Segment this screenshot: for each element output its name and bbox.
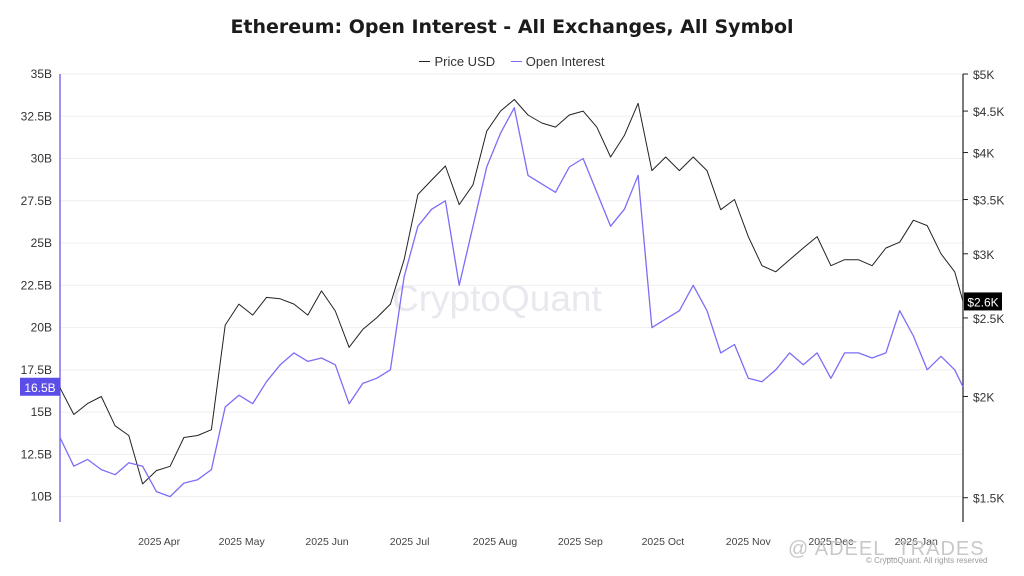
legend-item-price[interactable]: Price USD (419, 54, 495, 69)
chart-legend: Price USD Open Interest (0, 50, 1024, 69)
x-tick-label: 2025 Jul (390, 536, 430, 548)
right-tick-label: $4K (973, 147, 994, 161)
left-tick-label: 35B (31, 67, 52, 81)
current-oi-badge (20, 377, 60, 396)
x-tick-label: 2025 Jun (305, 536, 348, 548)
left-tick-label: 22.5B (21, 278, 52, 292)
right-tick-label: $2K (973, 390, 994, 404)
left-tick-label: 10B (31, 490, 52, 504)
right-tick-label: $3.5K (973, 194, 1004, 208)
current-price-badge (964, 292, 1002, 311)
left-tick-label: 20B (31, 321, 52, 335)
current-price-label: $2.6K (967, 295, 998, 309)
right-tick-label: $2.5K (973, 312, 1004, 326)
left-tick-label: 12.5B (21, 447, 52, 461)
brand-watermark: @ ADEEL_TRADES (788, 538, 985, 560)
legend-label-price: Price USD (434, 54, 496, 69)
legend-item-open-interest[interactable]: Open Interest (510, 54, 605, 69)
left-tick-label: 27.5B (21, 194, 52, 208)
left-tick-label: 15B (31, 405, 52, 419)
x-tick-label: 2025 Sep (558, 536, 603, 548)
left-tick-label: 32.5B (21, 109, 52, 123)
right-tick-label: $1.5K (973, 492, 1004, 506)
x-tick-label: 2025 May (219, 536, 266, 548)
price-series-line (59, 99, 964, 485)
right-tick-label: $5K (973, 68, 994, 82)
right-tick-label: $4.5K (973, 105, 1004, 119)
legend-swatch-price (419, 61, 431, 62)
x-tick-label: 2025 Aug (473, 536, 518, 548)
current-oi-label: 16.5B (24, 381, 55, 395)
legend-swatch-open-interest (510, 61, 522, 62)
chart-title: Ethereum: Open Interest - All Exchanges,… (230, 16, 794, 38)
x-tick-label: 2025 Apr (138, 536, 181, 548)
open-interest-series-line (59, 107, 964, 498)
left-tick-label: 25B (31, 236, 52, 250)
x-tick-label: 2025 Oct (642, 536, 685, 548)
right-tick-label: $3K (973, 248, 994, 262)
x-tick-label: 2026 Jan (895, 536, 938, 548)
copyright-text: © CryptoQuant. All rights reserved (866, 556, 988, 565)
x-tick-label: 2025 Nov (726, 536, 772, 548)
legend-label-open-interest: Open Interest (525, 54, 605, 69)
x-tick-label: 2025 Dec (808, 536, 853, 548)
left-tick-label: 17.5B (21, 363, 52, 377)
left-tick-label: 30B (31, 152, 52, 166)
